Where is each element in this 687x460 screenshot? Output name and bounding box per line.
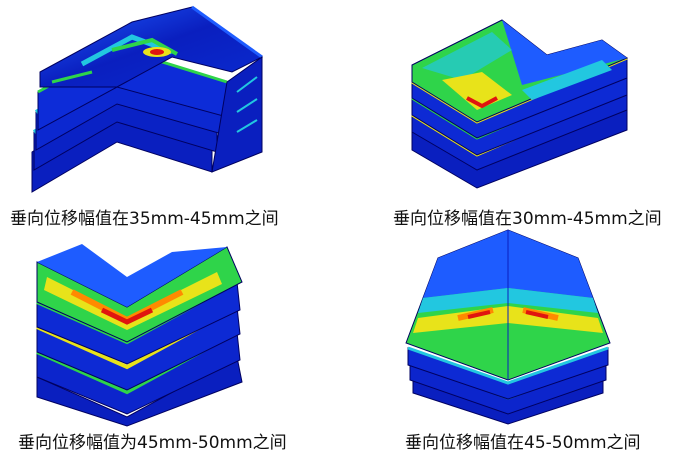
caption-panel-3: 垂向位移幅值为45mm-50mm之间 [18,433,287,453]
layer-stack [407,346,609,425]
top-plate [405,229,611,381]
top-plate [39,5,263,88]
deformation-contour-plot-1 [31,5,263,193]
deformation-contour-plot-3 [36,244,243,427]
side-wall [211,56,263,173]
caption-panel-1: 垂向位移幅值在35mm-45mm之间 [10,209,279,229]
top-plate [411,19,629,123]
deformation-contour-plot-4 [405,229,611,425]
top-plate [36,244,243,343]
deformation-contour-plot-2 [411,19,629,189]
caption-panel-2: 垂向位移幅值在30mm-45mm之间 [393,209,662,229]
caption-panel-4: 垂向位移幅值在45-50mm之间 [405,433,641,453]
layer-stack [36,280,243,427]
